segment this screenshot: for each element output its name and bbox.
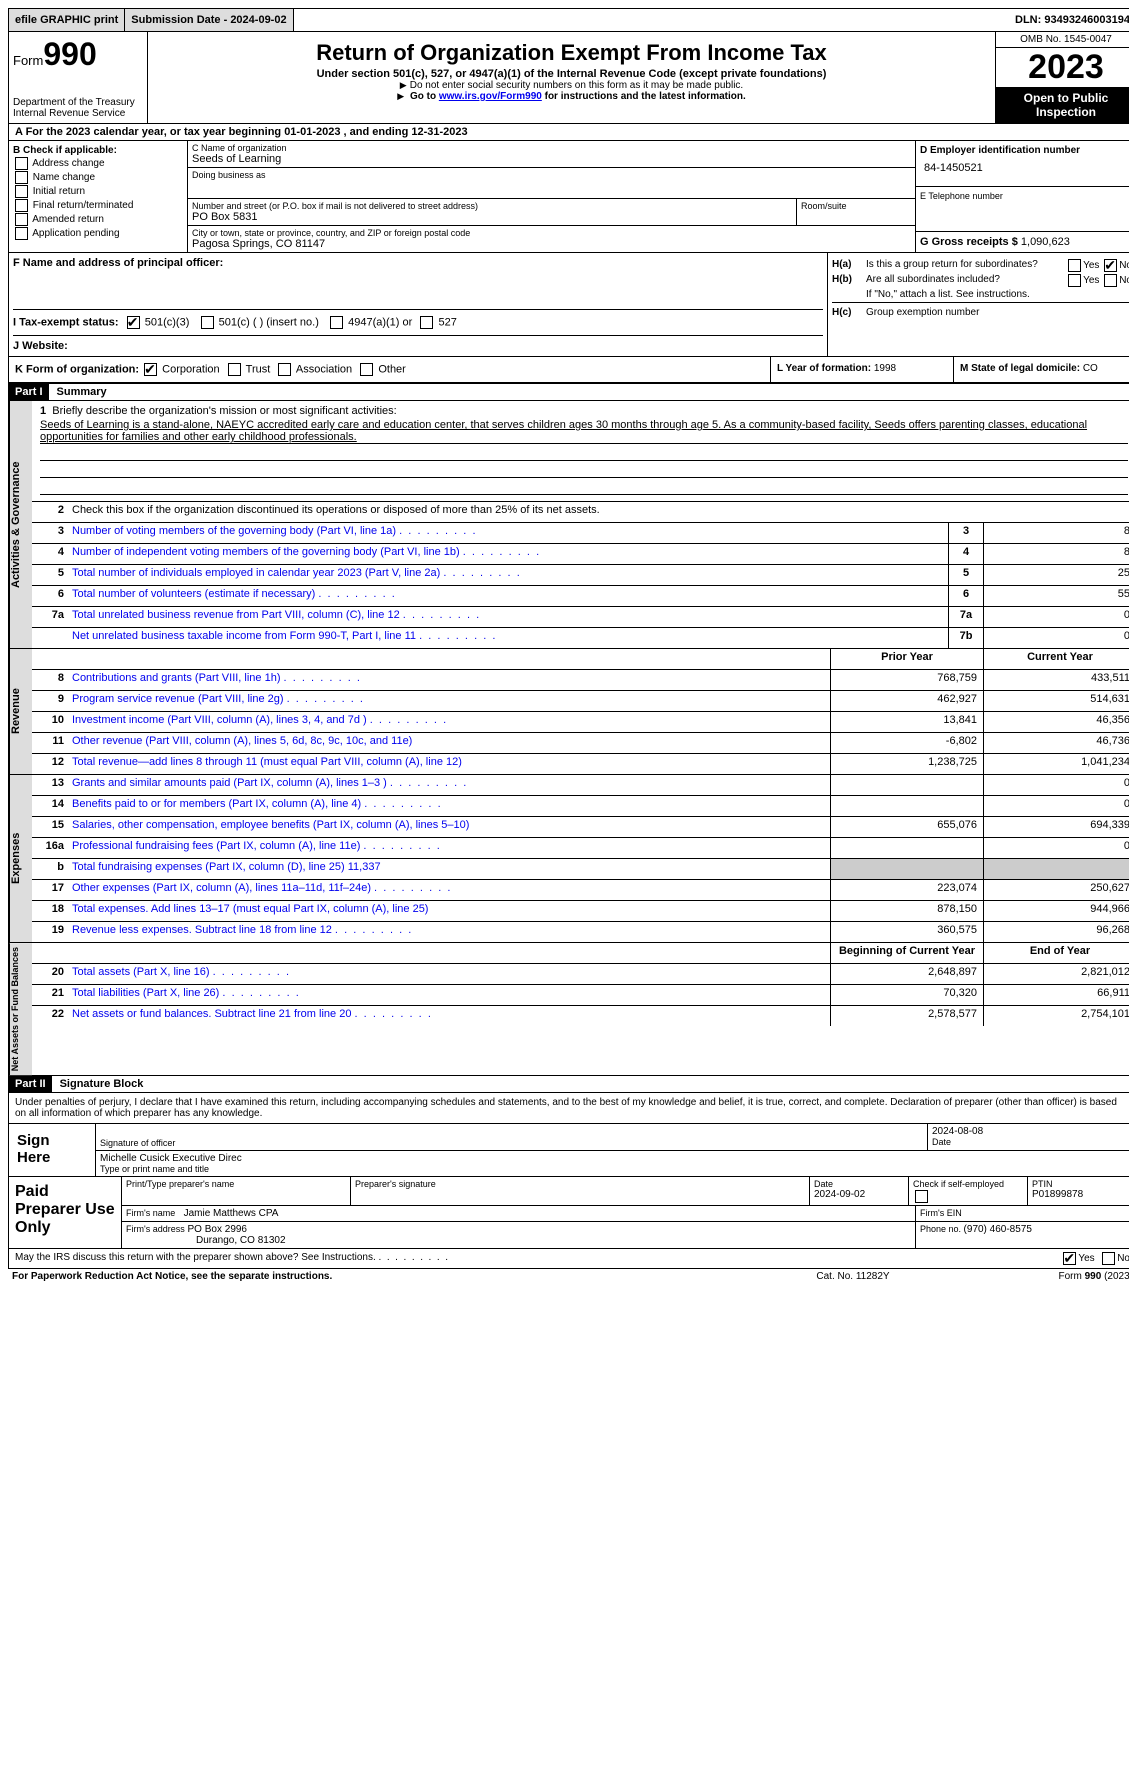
vtab-revenue: Revenue xyxy=(9,649,32,774)
mission-block: 1 Briefly describe the organization's mi… xyxy=(32,401,1129,501)
efile-print-button[interactable]: efile GRAPHIC print xyxy=(9,9,125,31)
box-f: F Name and address of principal officer:… xyxy=(9,253,828,356)
org-street: PO Box 5831 xyxy=(192,211,792,223)
page-footer: For Paperwork Reduction Act Notice, see … xyxy=(8,1269,1129,1284)
ssn-warning: Do not enter social security numbers on … xyxy=(154,80,989,91)
top-bar: efile GRAPHIC print Submission Date - 20… xyxy=(8,8,1129,32)
box-l: L Year of formation: 1998 xyxy=(771,357,954,382)
vtab-activities: Activities & Governance xyxy=(9,401,32,648)
org-city: Pagosa Springs, CO 81147 xyxy=(192,238,911,250)
form-number: Form990 xyxy=(13,36,143,73)
goto-link-row: Go to www.irs.gov/Form990 for instructio… xyxy=(154,91,989,102)
firm-name: Jamie Matthews CPA xyxy=(184,1208,279,1219)
box-m: M State of legal domicile: CO xyxy=(954,357,1129,382)
discuss-row: May the IRS discuss this return with the… xyxy=(8,1249,1129,1269)
box-c: C Name of organization Seeds of Learning… xyxy=(188,141,916,252)
submission-date: Submission Date - 2024-09-02 xyxy=(125,9,293,31)
box-h: H(a) Is this a group return for subordin… xyxy=(828,253,1129,356)
irs-link[interactable]: www.irs.gov/Form990 xyxy=(439,91,542,102)
preparer-phone: (970) 460-8575 xyxy=(964,1224,1032,1235)
box-e: E Telephone number xyxy=(916,187,1129,232)
mission-text: Seeds of Learning is a stand-alone, NAEY… xyxy=(40,419,1128,444)
officer-name: Michelle Cusick Executive Direc xyxy=(100,1153,1129,1164)
sign-date: 2024-08-08 xyxy=(932,1126,1129,1137)
box-k: K Form of organization: Corporation Trus… xyxy=(9,357,771,382)
omb-number: OMB No. 1545-0047 xyxy=(996,32,1129,48)
box-d: D Employer identification number 84-1450… xyxy=(916,141,1129,187)
ptin: P01899878 xyxy=(1032,1189,1129,1200)
box-b: B Check if applicable: Address change Na… xyxy=(9,141,188,252)
perjury-statement: Under penalties of perjury, I declare th… xyxy=(8,1093,1129,1124)
treasury-dept: Department of the Treasury Internal Reve… xyxy=(13,97,143,119)
part-2-tag: Part II xyxy=(9,1076,52,1092)
part-2-title: Signature Block xyxy=(52,1076,152,1092)
gross-receipts: 1,090,623 xyxy=(1021,236,1070,248)
form-title: Return of Organization Exempt From Incom… xyxy=(154,40,989,66)
part-1-tag: Part I xyxy=(9,384,49,400)
dln: DLN: 93493246003194 xyxy=(1009,9,1129,31)
ein: 84-1450521 xyxy=(920,156,1129,180)
vtab-netassets: Net Assets or Fund Balances xyxy=(9,943,32,1075)
open-to-public: Open to Public Inspection xyxy=(996,87,1129,123)
paid-preparer-block: Paid Preparer Use Only Print/Type prepar… xyxy=(8,1177,1129,1249)
part-1-title: Summary xyxy=(49,384,115,400)
vtab-expenses: Expenses xyxy=(9,775,32,942)
form-header: Form990 Department of the Treasury Inter… xyxy=(8,32,1129,124)
line-a: A For the 2023 calendar year, or tax yea… xyxy=(8,124,1129,141)
org-name: Seeds of Learning xyxy=(192,153,911,165)
box-g: G Gross receipts $ 1,090,623 xyxy=(916,232,1129,252)
form-subtitle: Under section 501(c), 527, or 4947(a)(1)… xyxy=(154,68,989,80)
sign-here-block: Sign Here Signature of officer 2024-08-0… xyxy=(8,1124,1129,1177)
tax-year: 2023 xyxy=(996,48,1129,87)
